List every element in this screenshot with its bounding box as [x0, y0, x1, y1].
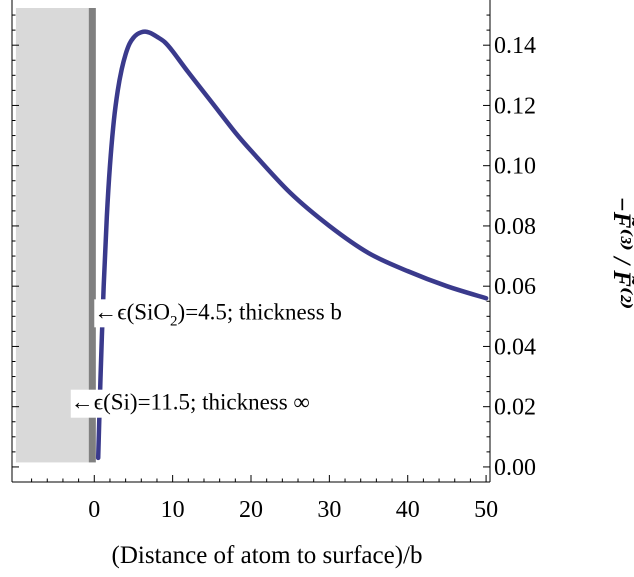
x-tick-label: 50: [474, 497, 498, 523]
series-group: [95, 29, 489, 461]
y-tick-label: 0.02: [494, 395, 536, 421]
annotations: ←ϵ(SiO2)=4.5; thickness b ←ϵ(Si)=11.5; th…: [70, 299, 365, 418]
x-tick-label: 20: [239, 497, 263, 523]
y-tick-label: 0.14: [494, 33, 536, 59]
x-tick-label: 0: [88, 497, 100, 523]
y-tick-label: 0.04: [494, 334, 536, 360]
annotation-part: )=4.5; thickness b: [178, 299, 342, 324]
y-tick-label: 0.08: [494, 214, 536, 240]
annotation-part: ←ϵ(Si)=11.5; thickness ∞: [71, 390, 310, 415]
annotation-0: ←ϵ(SiO2)=4.5; thickness b: [94, 299, 342, 329]
x-axis: 0 10 20 30 40 50: [31, 475, 498, 523]
x-tick-label: 40: [396, 497, 420, 523]
annotation-part: 2: [170, 313, 178, 329]
x-tick-label: 30: [317, 497, 341, 523]
y-tick-label: 0.12: [494, 93, 536, 119]
y-tick-label: 0.00: [494, 455, 536, 481]
annotation-1: ←ϵ(Si)=11.5; thickness ∞: [71, 390, 310, 415]
y-tick-label: 0.10: [494, 154, 536, 180]
series-line-0: [95, 29, 489, 461]
annotation-bg-1: [70, 389, 331, 418]
region-0: [15, 8, 89, 463]
x-tick-label: 10: [161, 497, 185, 523]
annotation-bg-0: [94, 299, 365, 328]
annotation-part: ←ϵ(SiO: [94, 299, 170, 324]
y-tick-label: 0.06: [494, 274, 536, 300]
region-1: [88, 8, 96, 463]
y-axis: 0.00 0.02 0.04 0.06 0.08 0.10 0.12 0.14: [12, 14, 536, 481]
y-axis-title: −F̃⁽³⁾ / F̃⁽²⁾: [608, 197, 634, 310]
background-regions: [15, 8, 96, 463]
x-axis-title: (Distance of atom to surface)/b: [112, 542, 423, 569]
